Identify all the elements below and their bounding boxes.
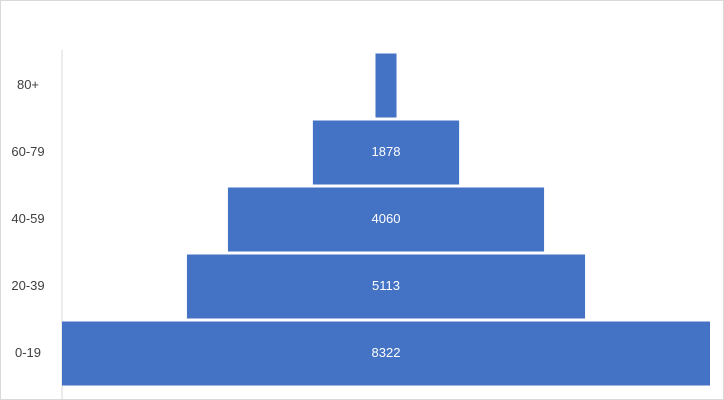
data-label: 8322 [372,345,401,360]
category-label: 60-79 [11,144,44,159]
category-label: 0-19 [15,345,41,360]
bar [312,120,460,185]
category-label: 20-39 [11,278,44,293]
bar [62,321,710,386]
category-label: 40-59 [11,211,44,226]
bar [375,53,397,118]
data-label: 4060 [372,211,401,226]
data-label: 1878 [372,144,401,159]
data-label: 5113 [372,278,400,293]
bar [186,254,586,319]
category-label: 80+ [17,77,39,92]
bar [227,187,545,252]
